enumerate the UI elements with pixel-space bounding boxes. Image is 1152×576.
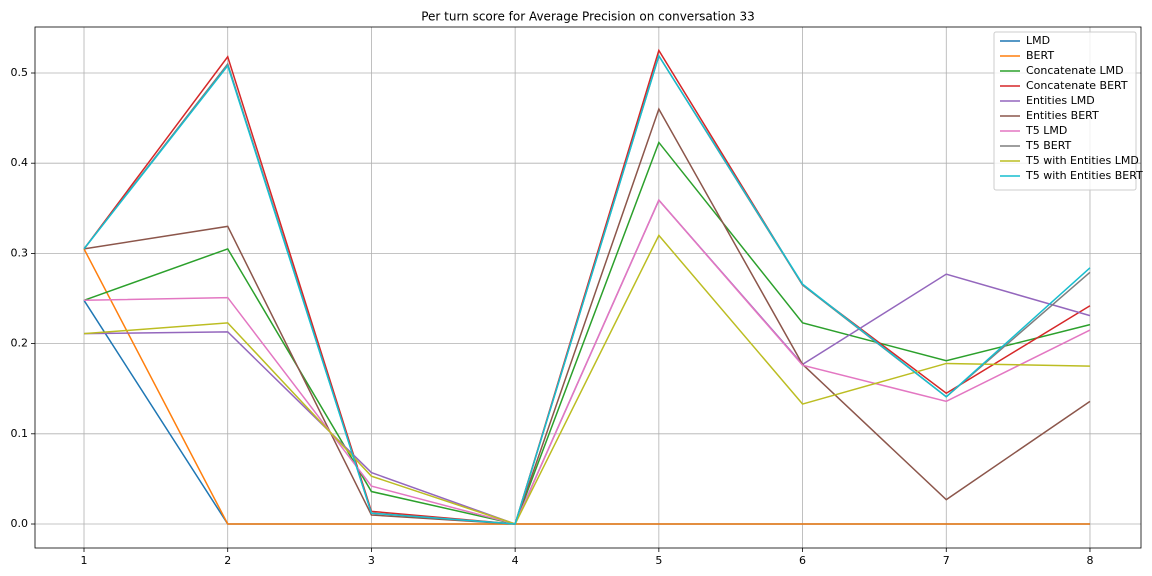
y-tick-label: 0.0 [11,517,29,530]
x-tick-label: 4 [512,554,519,567]
x-tick-label: 5 [655,554,662,567]
x-tick-label: 6 [799,554,806,567]
series-line [83,234,1090,525]
y-tick-label: 0.3 [11,246,29,259]
legend-label: T5 with Entities LMD [1025,154,1139,167]
series-line [83,54,1091,525]
series-line [83,248,1090,525]
series-line [83,140,1091,525]
chart-title: Per turn score for Average Precision on … [421,10,755,24]
legend-label: Concatenate BERT [1026,79,1128,92]
series-line [83,48,1091,525]
y-tick-label: 0.4 [11,156,29,169]
legend-label: T5 with Entities BERT [1025,169,1143,182]
legend-label: Concatenate LMD [1026,64,1124,77]
x-tick-label: 1 [81,554,88,567]
legend-box [993,31,1137,191]
legend-label: T5 LMD [1025,124,1067,137]
legend-label: LMD [1026,34,1050,47]
y-tick-label: 0.5 [11,66,29,79]
legend-label: Entities BERT [1026,109,1099,122]
x-tick-label: 8 [1086,554,1093,567]
legend-label: Entities LMD [1026,94,1095,107]
x-tick-label: 7 [943,554,950,567]
series-line [83,198,1091,525]
legend-label: T5 BERT [1025,139,1072,152]
y-tick-label: 0.1 [11,427,29,440]
y-tick-label: 0.2 [11,337,29,350]
x-tick-label: 2 [224,554,231,567]
x-tick-label: 3 [368,554,375,567]
legend-label: BERT [1026,49,1054,62]
legend: LMD BERT Concatenate LMD Concatenate BERT En… [993,31,1143,191]
series-line [83,107,1091,525]
plot-frame [34,26,1142,549]
